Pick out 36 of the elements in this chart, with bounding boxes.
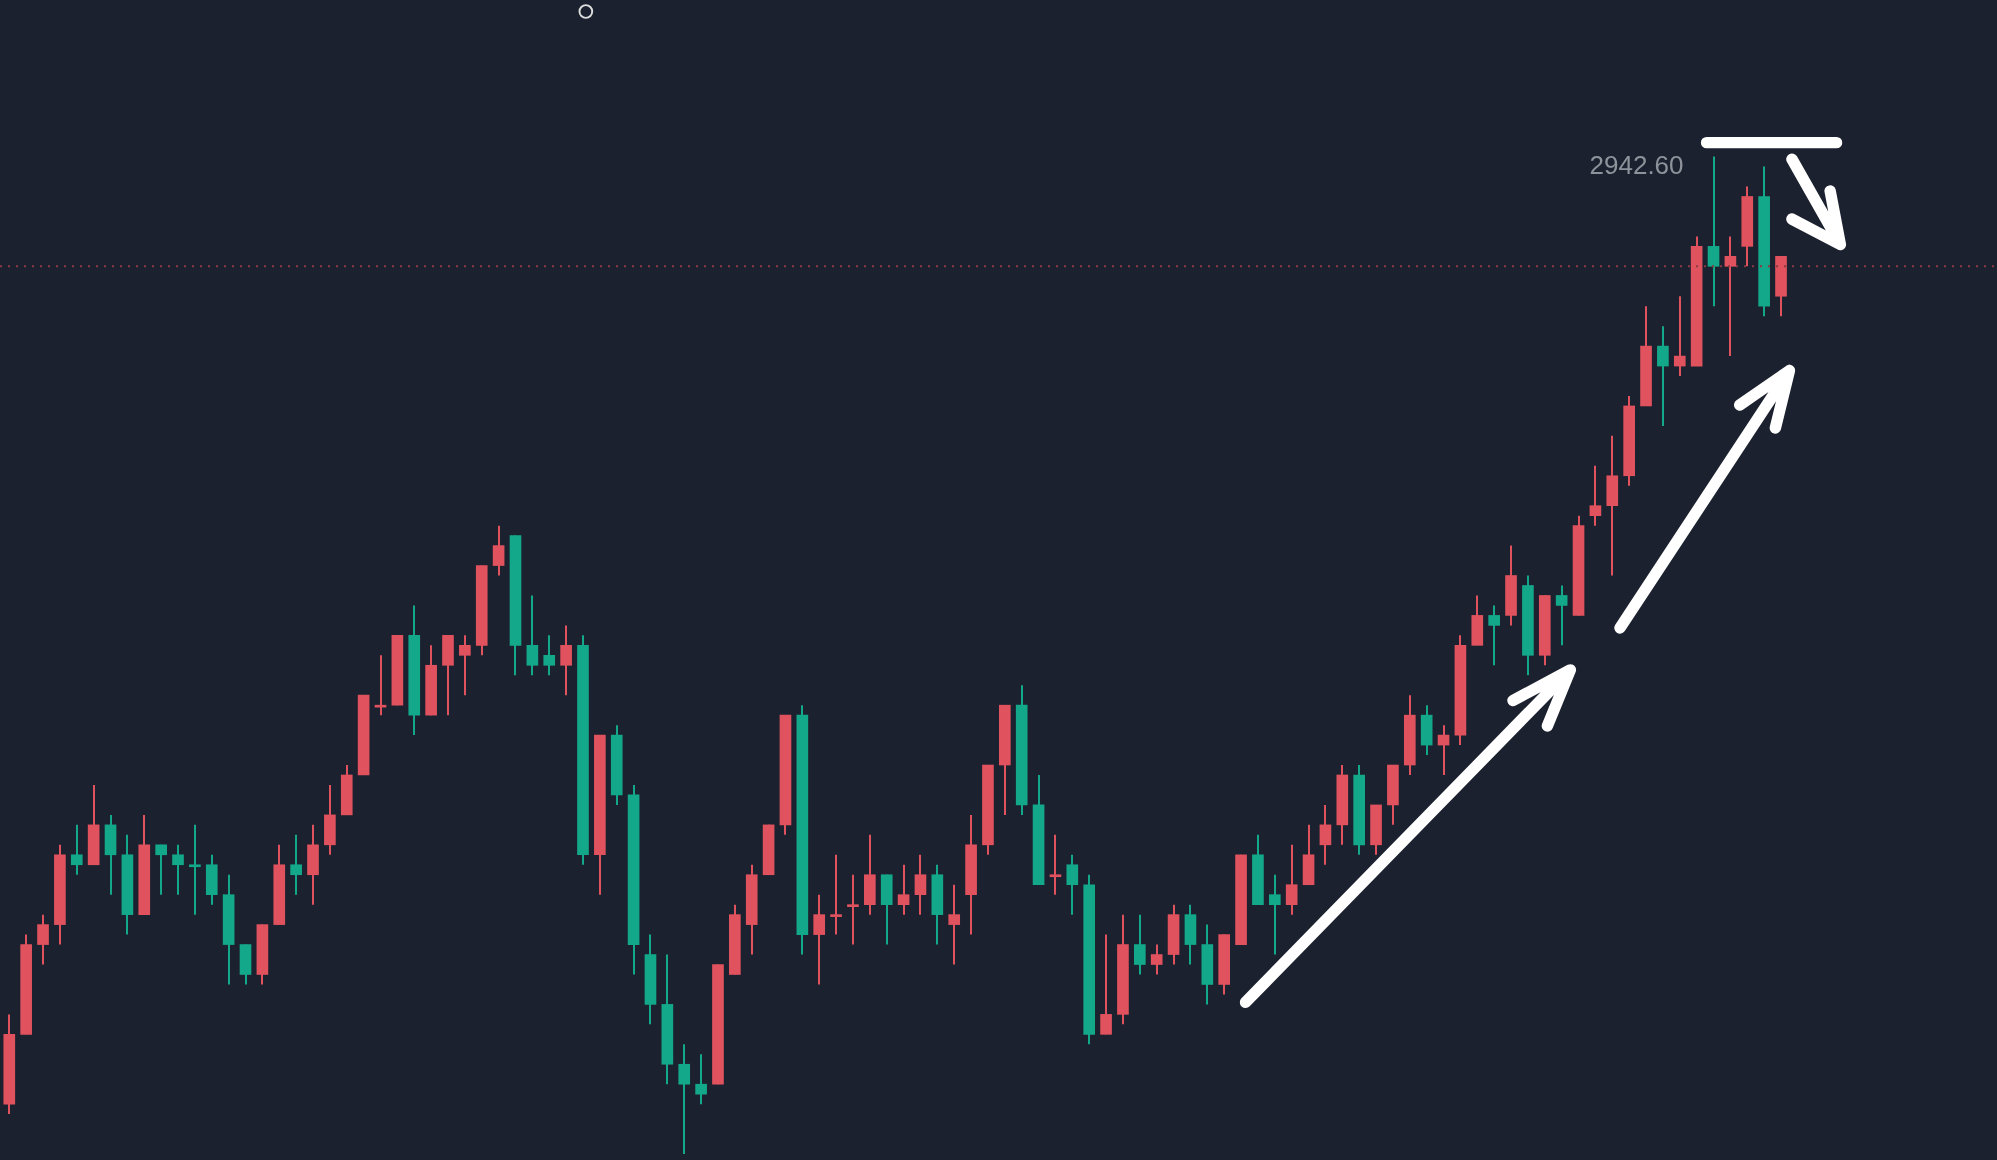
candlestick (374, 654, 387, 717)
candlestick (492, 524, 505, 577)
candlestick (37, 913, 49, 966)
candlestick (1133, 913, 1146, 976)
candlestick (189, 823, 201, 916)
candlestick (1100, 933, 1112, 1036)
candlestick (155, 843, 167, 896)
candlestick (560, 624, 572, 697)
candlestick (172, 843, 184, 896)
candlestick (1657, 325, 1669, 427)
candlestick (948, 883, 961, 966)
candlestick (1150, 943, 1163, 976)
candlestick (1707, 155, 1720, 308)
candlestick (1066, 853, 1079, 916)
candlestick (897, 863, 910, 916)
candlestick (1555, 584, 1568, 647)
candlestick (526, 594, 539, 677)
candlestick (459, 634, 471, 697)
candlestick (678, 1043, 691, 1156)
candlestick (70, 823, 83, 876)
candlestick (1049, 833, 1062, 896)
candlestick (1268, 873, 1281, 956)
candlestick (1488, 604, 1500, 667)
candlestick (813, 893, 826, 986)
candlestick (1724, 235, 1737, 358)
candlestick (847, 873, 859, 946)
candlestick (290, 833, 302, 896)
candlestick (1319, 803, 1332, 866)
candlestick (830, 853, 842, 936)
candlestick (543, 634, 556, 677)
candlestick (1673, 295, 1686, 378)
candlestick (1285, 843, 1298, 916)
candlestick (914, 853, 927, 916)
candlestick (695, 1053, 707, 1106)
annotation: 2942.60 (1589, 149, 1684, 180)
candlestick (1589, 464, 1602, 527)
